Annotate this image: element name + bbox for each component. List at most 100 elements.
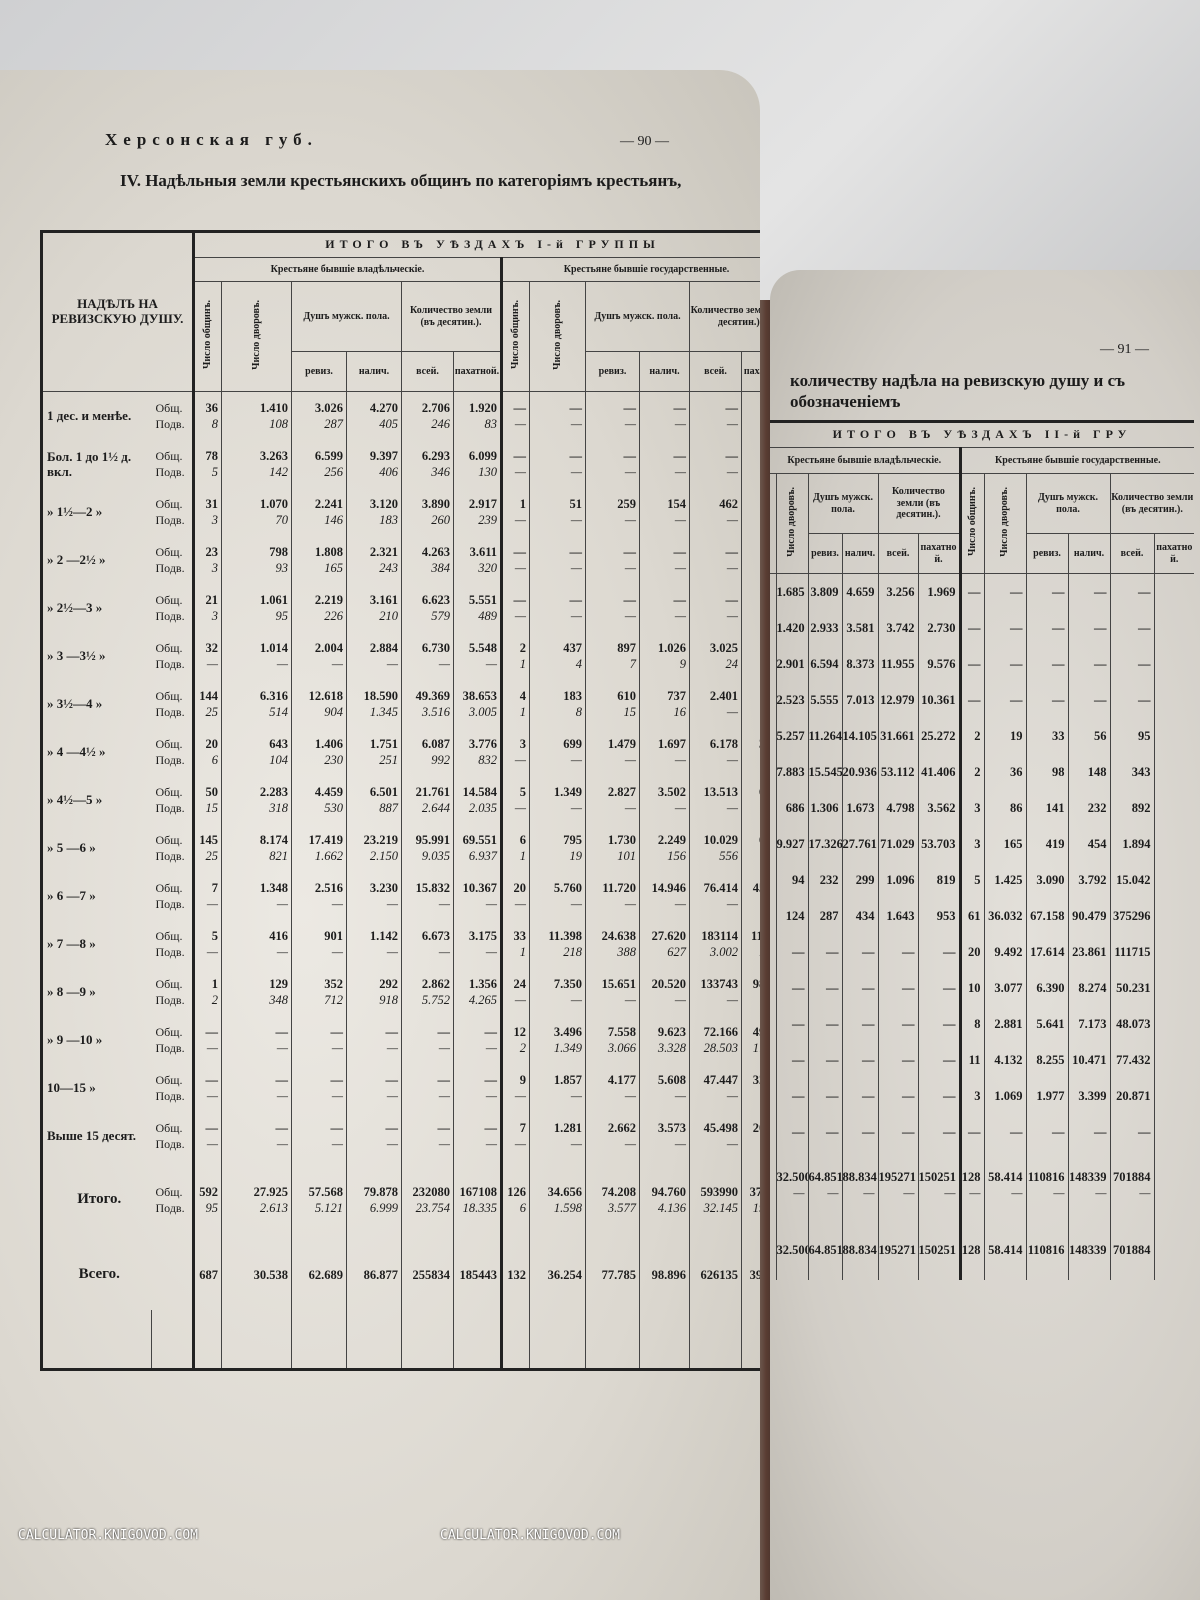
value-cell: 51— xyxy=(529,487,586,536)
commune-value: — xyxy=(1010,584,1023,599)
commune-value: 6 xyxy=(519,832,526,847)
communes-sub-label: Общ. xyxy=(155,1184,183,1199)
commune-value: 4.132 xyxy=(994,1052,1023,1067)
commune-value: — xyxy=(569,448,583,463)
commune-value: 3.581 xyxy=(846,620,875,635)
value-cell: — xyxy=(775,1005,808,1042)
value-cell: 21 3 xyxy=(192,583,222,632)
commune-value: 4.798 xyxy=(886,800,915,815)
value-cell: 45.648— xyxy=(740,871,760,920)
commune-value: 1.069 xyxy=(994,1088,1023,1103)
attached-value: — xyxy=(743,416,760,432)
commune-value: 141 xyxy=(1045,800,1065,815)
value-cell: 6.087 992 xyxy=(401,727,454,776)
value-cell: — xyxy=(1109,573,1154,610)
commune-value: 8.274 xyxy=(1078,980,1107,995)
value-cell: — xyxy=(807,1113,842,1150)
attached-value: — xyxy=(514,896,526,911)
value-cell: 47.447— xyxy=(689,1063,742,1112)
value-cell: 5 xyxy=(958,861,984,898)
attached-value: 104 xyxy=(269,752,288,767)
value-cell: —— xyxy=(221,1015,292,1064)
value-cell: 2.249 156 xyxy=(639,823,690,872)
value-cell: 11 xyxy=(958,1041,984,1078)
commune-value: 2.706 xyxy=(421,400,450,415)
attached-value: — xyxy=(743,1088,760,1104)
value-cell: 2.401— xyxy=(689,679,742,728)
value-cell: 32.500— xyxy=(775,1149,808,1220)
households-header: Число дворовъ. xyxy=(250,299,262,370)
commune-value: 30.538 xyxy=(253,1267,288,1282)
commune-value: 14.105 xyxy=(842,728,877,743)
value-cell: 9.623 3.328 xyxy=(639,1015,690,1064)
table-row: » 4½—5 » Общ. Подв. 50 15 2.283 318 4.459 530 6.5… xyxy=(42,775,760,824)
value-cell: 20— xyxy=(500,871,530,920)
commune-value: 48.073 xyxy=(1116,1016,1151,1031)
commune-value: 5.551 xyxy=(468,592,497,607)
commune-value: 36.032 xyxy=(988,908,1023,923)
commune-value: 98.896 xyxy=(651,1267,686,1282)
commune-value: 27.925 xyxy=(253,1184,288,1199)
attached-value: 3 xyxy=(211,560,218,575)
value-cell: — xyxy=(1025,609,1068,646)
value-cell: 195271 xyxy=(877,1219,918,1280)
commune-value: 3.256 xyxy=(886,584,915,599)
commune-value: 128 xyxy=(961,1169,981,1184)
value-cell: — xyxy=(1025,645,1068,682)
attached-value: — xyxy=(485,1136,497,1151)
commune-value: — xyxy=(437,1024,451,1039)
attached-value: 4 xyxy=(575,656,582,671)
value-cell: 3.120 183 xyxy=(346,487,402,536)
communes-sub-label: Общ. xyxy=(155,592,183,607)
attached-sub-label: Подв. xyxy=(155,800,185,815)
commune-value: 1.697 xyxy=(657,736,686,751)
commune-value: — xyxy=(437,1120,451,1135)
attached-value: 218 xyxy=(563,944,582,959)
attached-value: 821 xyxy=(269,848,288,863)
attached-sub-label: Подв. xyxy=(155,704,185,719)
value-cell: 95 xyxy=(1109,717,1154,754)
commune-value: — xyxy=(1138,584,1151,599)
revision-header: ревиз. xyxy=(291,351,347,392)
value-cell: 74.208 3.577 xyxy=(585,1159,640,1240)
commune-value: — xyxy=(673,544,687,559)
attached-value: 5 xyxy=(211,464,218,479)
commune-value: 3.263 xyxy=(259,448,288,463)
communes-sub-label: Общ. xyxy=(155,400,183,415)
commune-value: 6.823 xyxy=(743,784,760,800)
attached-value: 4.136 xyxy=(657,1200,686,1215)
attached-sub-label: Подв. xyxy=(155,464,185,479)
allotment-label: » 5 —6 » xyxy=(47,840,96,855)
attached-value: 3.066 xyxy=(607,1040,636,1055)
row-type-labels xyxy=(152,1240,194,1310)
value-cell: 50 15 xyxy=(192,775,222,824)
souls-header: Душъ мужск. пола. xyxy=(1025,473,1110,534)
commune-value: 1.410 xyxy=(259,400,288,415)
state-peasants-header: Крестьяне бывшiе государственные. xyxy=(499,257,760,282)
value-cell: 14.946— xyxy=(639,871,690,920)
value-cell: 626135 xyxy=(689,1239,742,1310)
arable-header: пахатной. xyxy=(1153,533,1195,574)
commune-value: 3.161 xyxy=(369,592,398,607)
attached-value: — xyxy=(485,1088,497,1103)
attached-value: — xyxy=(969,1185,981,1200)
value-cell: 9.576 xyxy=(917,645,960,682)
all-land-header: всей. xyxy=(401,351,454,392)
attached-value: 246 xyxy=(431,416,450,431)
attached-value: — xyxy=(570,560,582,575)
arable-header: пахатной. xyxy=(740,351,760,392)
commune-value: 9.492 xyxy=(994,944,1023,959)
commune-value: 20.520 xyxy=(651,976,686,991)
attached-value: — xyxy=(331,1088,343,1103)
row-type-labels: Общ. Подв. xyxy=(152,728,194,776)
attached-sub-label: Подв. xyxy=(155,1200,185,1215)
value-cell: 6.823— xyxy=(740,775,760,824)
attached-value: — xyxy=(570,896,582,911)
attached-value: — xyxy=(514,1136,526,1151)
commune-value: — xyxy=(862,1088,875,1103)
row-type-labels: Общ. Подв. xyxy=(152,584,194,632)
attached-value: — xyxy=(624,752,636,767)
row-type-labels: Общ. Подв. xyxy=(152,1112,194,1160)
commune-value: 36.254 xyxy=(547,1267,582,1282)
row-type-labels: Общ. Подв. xyxy=(152,776,194,824)
